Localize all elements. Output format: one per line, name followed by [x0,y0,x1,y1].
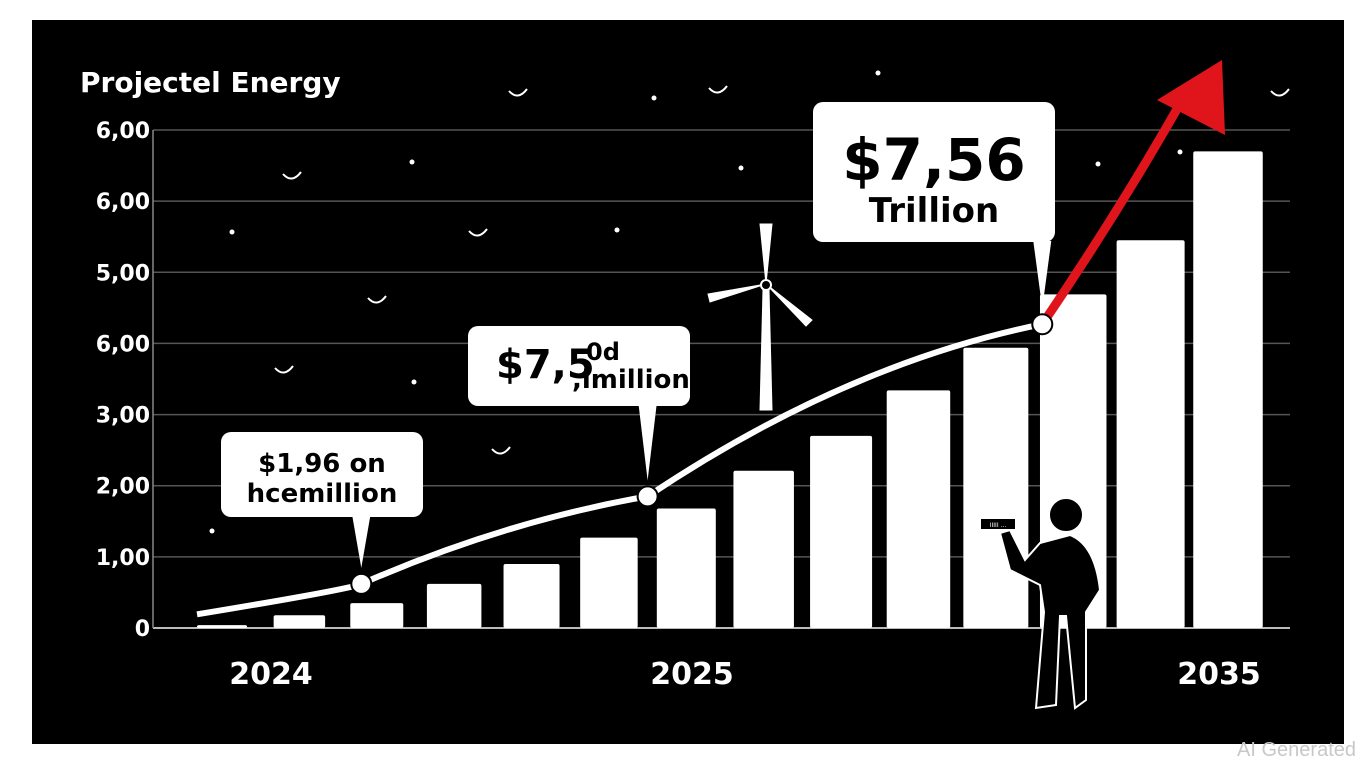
star-icon [411,379,417,385]
bar [963,347,1029,628]
bar [810,435,873,628]
x-tick-label: 2035 [1177,657,1261,692]
star-icon [1095,161,1101,167]
bar [886,390,951,628]
callout-unit: ,lmillion [572,365,690,395]
bar [273,615,326,628]
y-tick-label: 6,00 [96,190,150,215]
wind-turbine-icon [707,223,813,411]
y-tick-label: 1,00 [96,546,150,571]
callout-unit: hcemillion [247,479,398,509]
bird-icon [508,88,528,97]
held-card [979,517,1017,531]
callout-box [468,326,690,406]
bar [197,625,247,628]
bar [733,470,794,628]
watermark: AI Generated [1237,739,1356,761]
trend-line [196,60,1225,618]
trend-point [1031,313,1054,336]
trend-arrow-path [1038,92,1189,327]
star-icon [229,229,235,235]
bird-icon [282,171,302,180]
y-axis-ticks: 0 1,00 2,00 3,00 6,00 5,00 6,00 6,00 [96,119,150,642]
callout-pointer [1033,241,1052,309]
svg-text:IIIII ...: IIIII ... [990,522,1007,529]
chart-title: Projectel Energy [80,66,341,99]
bar [1116,240,1185,628]
y-tick-label: 2,00 [96,475,150,500]
star-icon [209,528,215,534]
star-icon [875,70,881,76]
bar [426,583,482,628]
y-tick-label: 5,00 [96,261,150,286]
bird-icon [1270,88,1290,97]
x-tick-label: 2025 [650,657,734,692]
star-icon [651,95,657,101]
star-icon [738,165,744,171]
y-tick-label: 3,00 [96,404,150,429]
bird-icon [367,295,387,304]
y-tick-label: 6,00 [96,332,150,357]
x-axis-ticks: 2024 2025 2035 [229,657,1261,692]
bar [350,603,404,628]
trend-line-path [196,321,1043,618]
callout-value: $1,96 on [258,449,386,479]
callout-value: $7,5 [496,342,595,388]
y-tick-label: 6,00 [96,119,150,144]
callout-value: $7,56 [842,126,1025,194]
callout-unit: Trillion [869,191,999,231]
star-icon [1177,149,1183,155]
bar [503,563,560,628]
person-figure: IIIII ... [979,497,1102,710]
bar [656,508,716,628]
x-tick-label: 2024 [229,657,313,692]
bird-icon [274,365,294,374]
trend-point [636,485,659,508]
bird-icon [468,228,488,237]
star-icon [614,227,620,233]
y-tick-label: 0 [135,617,150,642]
decorations [209,70,1290,534]
bar [1193,151,1263,629]
callout-pointer [638,405,657,481]
bird-icon [491,446,511,455]
trend-point [350,572,373,595]
callout-pointer [352,516,371,568]
callout-box [221,432,423,517]
callout-label: $7,50d,lmillion [468,326,690,481]
bird-icon [708,85,728,94]
star-icon [409,159,415,165]
callout-superscript: 0d [586,338,620,366]
arrow-head-icon [1157,60,1225,135]
bar [580,537,638,628]
callout-box [813,102,1055,242]
